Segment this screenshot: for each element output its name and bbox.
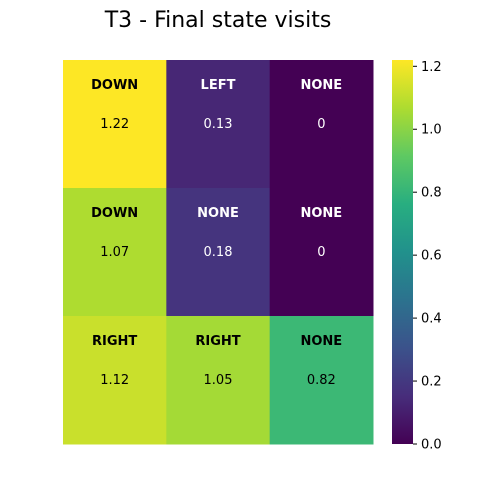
cell-value-label: 0.13 [204, 117, 233, 132]
cell-action-label: NONE [300, 206, 342, 221]
colorbar-tick-label: 0.2 [421, 375, 442, 390]
heatmap-cell [269, 316, 374, 445]
chart-title: T3 - Final state visits [104, 8, 332, 33]
colorbar-tick-label: 1.2 [421, 60, 442, 75]
heatmap-cell [63, 60, 167, 189]
colorbar-tick-label: 0.8 [421, 186, 442, 201]
heatmap-cell [166, 188, 271, 317]
cell-value-label: 1.22 [100, 117, 129, 132]
colorbar-tick-label: 0.4 [421, 312, 442, 327]
colorbar [392, 60, 413, 444]
cell-value-label: 0 [317, 117, 325, 132]
cell-action-label: LEFT [201, 78, 236, 93]
cell-action-label: DOWN [91, 206, 138, 221]
cell-action-label: NONE [197, 206, 239, 221]
cell-value-label: 0 [317, 245, 325, 260]
colorbar-tick-label: 0.0 [421, 438, 442, 453]
heatmap-cell [63, 316, 167, 445]
heatmap-cell-labels: DOWN 1.22 LEFT 0.13 NONE 0 DOWN 1.07 NONE 0.18 NON… [91, 78, 342, 388]
heatmap-cell [63, 188, 167, 317]
cell-action-label: NONE [300, 334, 342, 349]
heatmap-cell [269, 188, 374, 317]
colorbar-tick-label: 1.0 [421, 123, 442, 138]
heatmap-cell [269, 60, 374, 189]
heatmap-cell [166, 60, 271, 189]
cell-action-label: RIGHT [92, 334, 137, 349]
colorbar-tick-label: 0.6 [421, 249, 442, 264]
colorbar-ticks: 0.0 0.2 0.4 0.6 0.8 1.0 1.2 [413, 60, 442, 453]
cell-value-label: 1.12 [100, 373, 129, 388]
heatmap-cells [63, 60, 374, 445]
cell-action-label: DOWN [91, 78, 138, 93]
cell-action-label: RIGHT [195, 334, 240, 349]
cell-value-label: 1.07 [100, 245, 129, 260]
heatmap-cell [166, 316, 271, 445]
cell-value-label: 0.82 [307, 373, 336, 388]
cell-value-label: 1.05 [204, 373, 233, 388]
cell-value-label: 0.18 [204, 245, 233, 260]
cell-action-label: NONE [300, 78, 342, 93]
